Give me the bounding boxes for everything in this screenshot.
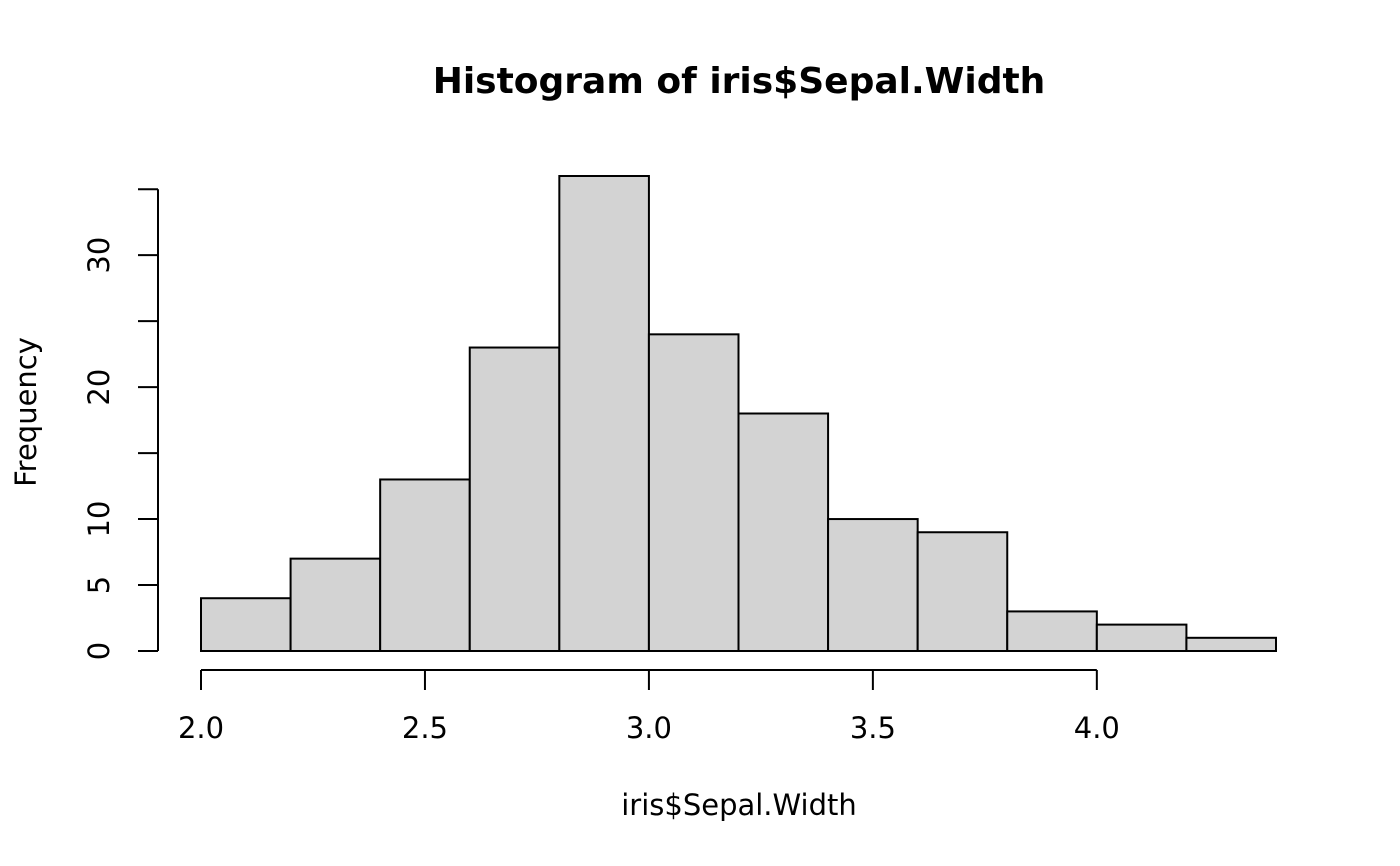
bars-group [200,175,1277,653]
histogram-bar [1006,610,1098,653]
x-tick-label: 2.5 [402,711,448,745]
histogram-bar [379,478,471,652]
histogram-bar [468,346,561,652]
y-axis: 0 5 10 20 30 [82,188,159,660]
y-tick-label: 5 [82,576,116,594]
histogram-bar [1185,636,1277,652]
x-axis: 2.0 2.5 3.0 3.5 4.0 [178,669,1120,745]
histogram-bar [916,531,1009,652]
x-tick-label: 3.5 [850,711,896,745]
y-tick-label: 20 [82,369,116,406]
histogram-bar [647,333,740,652]
y-axis-label: Frequency [9,337,43,487]
x-tick-label: 3.0 [626,711,672,745]
histogram-bar [289,557,382,653]
histogram-bar [1095,623,1188,652]
histogram-bar [737,412,830,652]
x-axis-label: iris$Sepal.Width [621,788,857,822]
x-tick-label: 4.0 [1074,711,1120,745]
histogram-bar [827,518,919,652]
histogram-bar [200,597,292,653]
x-tick-label: 2.0 [178,711,224,745]
y-tick-label: 0 [82,642,116,660]
histogram-bar [558,175,650,652]
y-tick-label: 10 [82,501,116,538]
y-tick-label: 30 [82,237,116,274]
chart-title: Histogram of iris$Sepal.Width [433,61,1046,102]
